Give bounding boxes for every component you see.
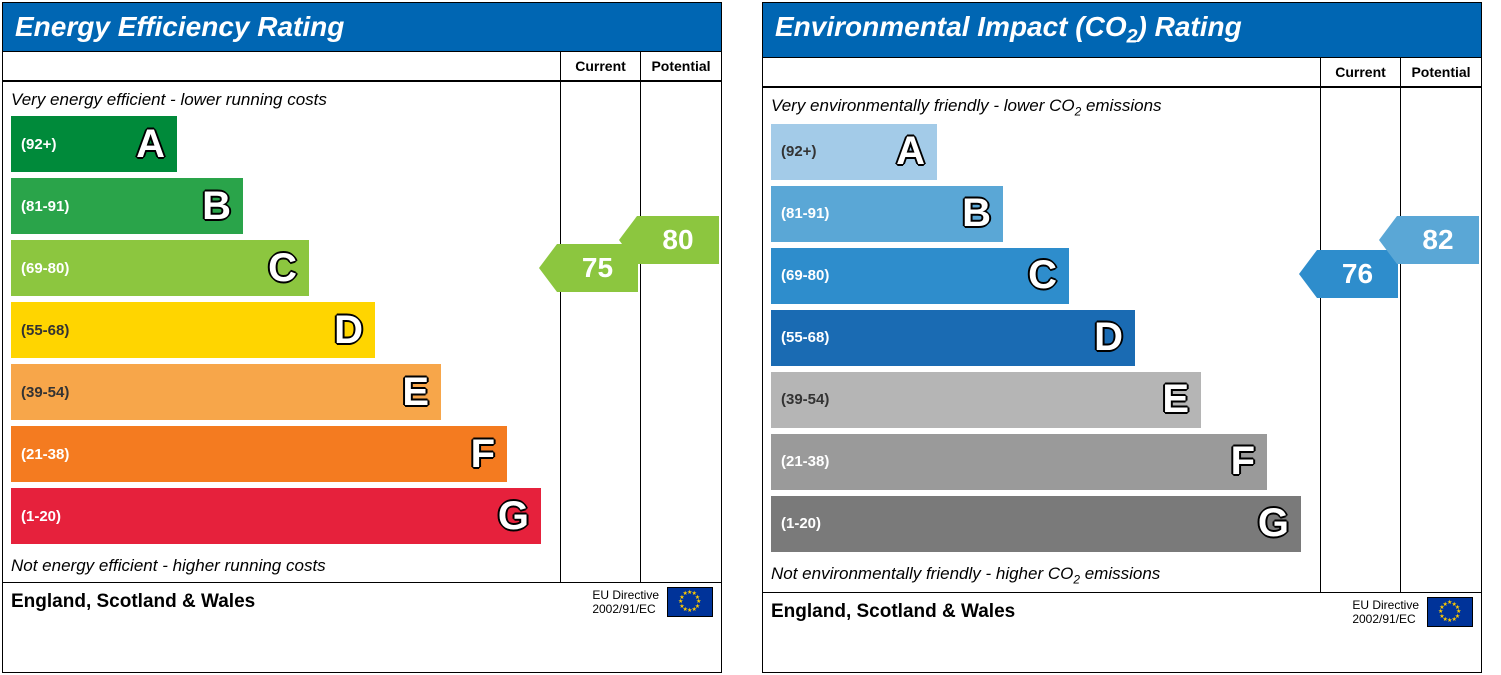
caption-top: Very energy efficient - lower running co… xyxy=(11,88,552,116)
band-e: (39-54) E xyxy=(11,364,441,420)
header-potential: Potential xyxy=(641,52,721,80)
chart-title: Energy Efficiency Rating xyxy=(3,3,721,51)
band-c: (69-80) C xyxy=(11,240,309,296)
chart-title: Environmental Impact (CO2) Rating xyxy=(763,3,1481,57)
band-range: (92+) xyxy=(771,143,816,160)
band-b: (81-91) B xyxy=(11,178,243,234)
eu-flag-icon: ★★★★★★★★★★★★ xyxy=(667,587,713,617)
band-letter: A xyxy=(896,129,925,174)
band-range: (21-38) xyxy=(771,453,829,470)
band-letter: C xyxy=(1028,253,1057,298)
band-b: (81-91) B xyxy=(771,186,1003,242)
header-current: Current xyxy=(1321,58,1401,86)
potential-column: 82 xyxy=(1401,88,1481,593)
caption-top: Very environmentally friendly - lower CO… xyxy=(771,94,1312,124)
band-f: (21-38) F xyxy=(771,434,1267,490)
band-letter: G xyxy=(1258,501,1289,546)
band-range: (69-80) xyxy=(771,267,829,284)
caption-bottom: Not energy efficient - higher running co… xyxy=(11,550,552,578)
band-range: (39-54) xyxy=(11,384,69,401)
band-d: (55-68) D xyxy=(771,310,1135,366)
band-letter: A xyxy=(136,122,165,167)
header-current: Current xyxy=(561,52,641,80)
band-letter: B xyxy=(962,191,991,236)
band-range: (21-38) xyxy=(11,446,69,463)
band-range: (39-54) xyxy=(771,391,829,408)
band-range: (55-68) xyxy=(771,329,829,346)
eu-flag-icon: ★★★★★★★★★★★★ xyxy=(1427,597,1473,627)
band-letter: F xyxy=(471,432,495,477)
bands-area: Very energy efficient - lower running co… xyxy=(3,82,561,582)
band-letter: D xyxy=(1094,315,1123,360)
band-range: (69-80) xyxy=(11,260,69,277)
energy-efficiency-chart: Energy Efficiency Rating Current Potenti… xyxy=(2,2,722,673)
band-g: (1-20) G xyxy=(771,496,1301,552)
band-f: (21-38) F xyxy=(11,426,507,482)
current-column: 75 xyxy=(561,82,641,582)
band-c: (69-80) C xyxy=(771,248,1069,304)
current-column: 76 xyxy=(1321,88,1401,593)
band-a: (92+) A xyxy=(771,124,937,180)
band-letter: E xyxy=(402,370,429,415)
band-e: (39-54) E xyxy=(771,372,1201,428)
band-d: (55-68) D xyxy=(11,302,375,358)
band-letter: E xyxy=(1162,377,1189,422)
band-range: (92+) xyxy=(11,136,56,153)
band-range: (55-68) xyxy=(11,322,69,339)
footer-directive: EU Directive2002/91/EC xyxy=(1352,598,1419,627)
band-letter: D xyxy=(334,308,363,353)
rating-pointer: 82 xyxy=(1397,216,1479,264)
footer-region: England, Scotland & Wales xyxy=(11,591,255,613)
band-range: (1-20) xyxy=(771,515,821,532)
band-g: (1-20) G xyxy=(11,488,541,544)
environmental-impact-chart: Environmental Impact (CO2) Rating Curren… xyxy=(762,2,1482,673)
rating-pointer: 80 xyxy=(637,216,719,264)
band-letter: B xyxy=(202,184,231,229)
band-letter: C xyxy=(268,246,297,291)
band-a: (92+) A xyxy=(11,116,177,172)
footer-directive: EU Directive2002/91/EC xyxy=(592,588,659,617)
band-letter: G xyxy=(498,494,529,539)
band-range: (81-91) xyxy=(771,205,829,222)
band-range: (81-91) xyxy=(11,198,69,215)
header-potential: Potential xyxy=(1401,58,1481,86)
band-range: (1-20) xyxy=(11,508,61,525)
bands-area: Very environmentally friendly - lower CO… xyxy=(763,88,1321,593)
footer-region: England, Scotland & Wales xyxy=(771,601,1015,623)
caption-bottom: Not environmentally friendly - higher CO… xyxy=(771,558,1312,588)
band-letter: F xyxy=(1231,439,1255,484)
potential-column: 80 xyxy=(641,82,721,582)
